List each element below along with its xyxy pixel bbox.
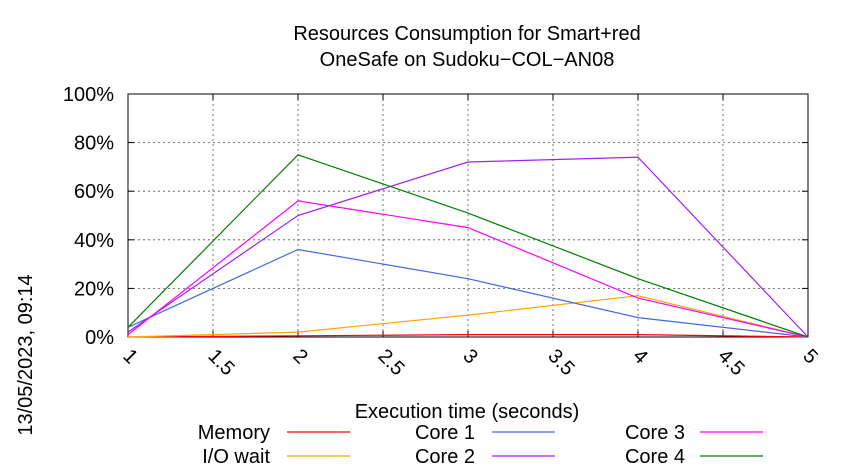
- x-tick-label: 4: [628, 345, 651, 368]
- series-line-core-3: [127, 200, 809, 338]
- y-axis-ticks: 0% 20% 40% 60% 80% 100%: [63, 84, 808, 349]
- legend-label-core-1: Core 1: [415, 422, 475, 444]
- x-tick-label: 3: [458, 345, 481, 368]
- y-tick-label: 60%: [74, 181, 114, 203]
- legend-label-memory: Memory: [198, 422, 270, 444]
- series-line-core-2: [127, 156, 809, 338]
- series-line-memory: [127, 334, 809, 338]
- legend-label-i-o-wait: I/O wait: [202, 446, 270, 468]
- timestamp-label: 13/05/2023, 09:14: [15, 274, 37, 435]
- y-tick-label: 100%: [63, 84, 114, 106]
- y-tick-label: 20%: [74, 278, 114, 300]
- series-line-core-1: [127, 248, 809, 338]
- x-tick-label: 2: [288, 345, 311, 368]
- series-line-i-o-wait: [127, 295, 809, 338]
- y-tick-label: 80%: [74, 133, 114, 155]
- x-tick-label: 4.5: [713, 345, 748, 380]
- grid-lines: [128, 94, 808, 337]
- x-tick-label: 1: [118, 345, 141, 368]
- series-line-core-4: [127, 154, 809, 338]
- chart-title-line-2: OneSafe on Sudoku−COL−AN08: [320, 49, 615, 71]
- legend-label-core-3: Core 3: [625, 422, 685, 444]
- x-tick-label: 1.5: [203, 345, 238, 380]
- y-tick-label: 0%: [85, 327, 114, 349]
- x-tick-label: 5: [798, 345, 821, 368]
- x-tick-label: 2.5: [373, 345, 408, 380]
- x-axis-label: Execution time (seconds): [355, 401, 580, 423]
- legend-label-core-2: Core 2: [415, 446, 475, 468]
- legend-label-core-4: Core 4: [625, 446, 685, 468]
- y-tick-label: 40%: [74, 230, 114, 252]
- chart-title-line-1: Resources Consumption for Smart+red: [293, 23, 640, 45]
- series-lines: [127, 154, 809, 338]
- x-tick-label: 3.5: [543, 345, 578, 380]
